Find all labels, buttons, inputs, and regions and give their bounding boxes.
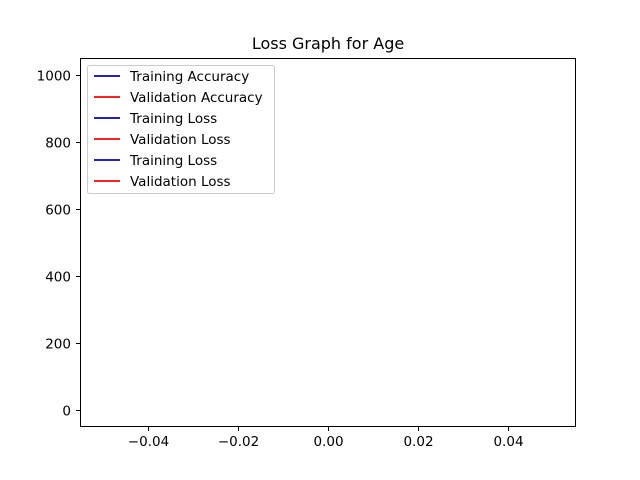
x-tick-label: 0.02 [403, 434, 433, 450]
y-tick-label: 600 [45, 203, 71, 219]
legend-label: Training Accuracy [129, 69, 249, 85]
plot-area [80, 58, 576, 427]
legend-label: Validation Loss [130, 132, 231, 148]
x-tick-label: −0.02 [218, 434, 259, 450]
legend: Training Accuracy Validation Accuracy Trai… [87, 65, 275, 194]
chart-title: Loss Graph for Age [252, 34, 404, 53]
x-tick-label: −0.04 [128, 434, 169, 450]
y-tick-label: 800 [45, 136, 71, 152]
legend-box [87, 65, 275, 194]
x-axis: −0.04 −0.02 0.00 0.02 0.04 [128, 427, 524, 450]
y-tick-label: 0 [62, 404, 71, 420]
y-tick-label: 1000 [37, 69, 71, 85]
legend-label: Training Loss [129, 111, 217, 127]
legend-label: Training Loss [129, 153, 217, 169]
y-tick-label: 400 [45, 270, 71, 286]
x-tick-label: 0.04 [493, 434, 523, 450]
y-axis: 0 200 400 600 800 1000 [37, 69, 80, 420]
legend-label: Validation Loss [130, 174, 231, 190]
legend-label: Validation Accuracy [130, 90, 263, 106]
y-tick-label: 200 [45, 337, 71, 353]
x-tick-label: 0.00 [313, 434, 343, 450]
